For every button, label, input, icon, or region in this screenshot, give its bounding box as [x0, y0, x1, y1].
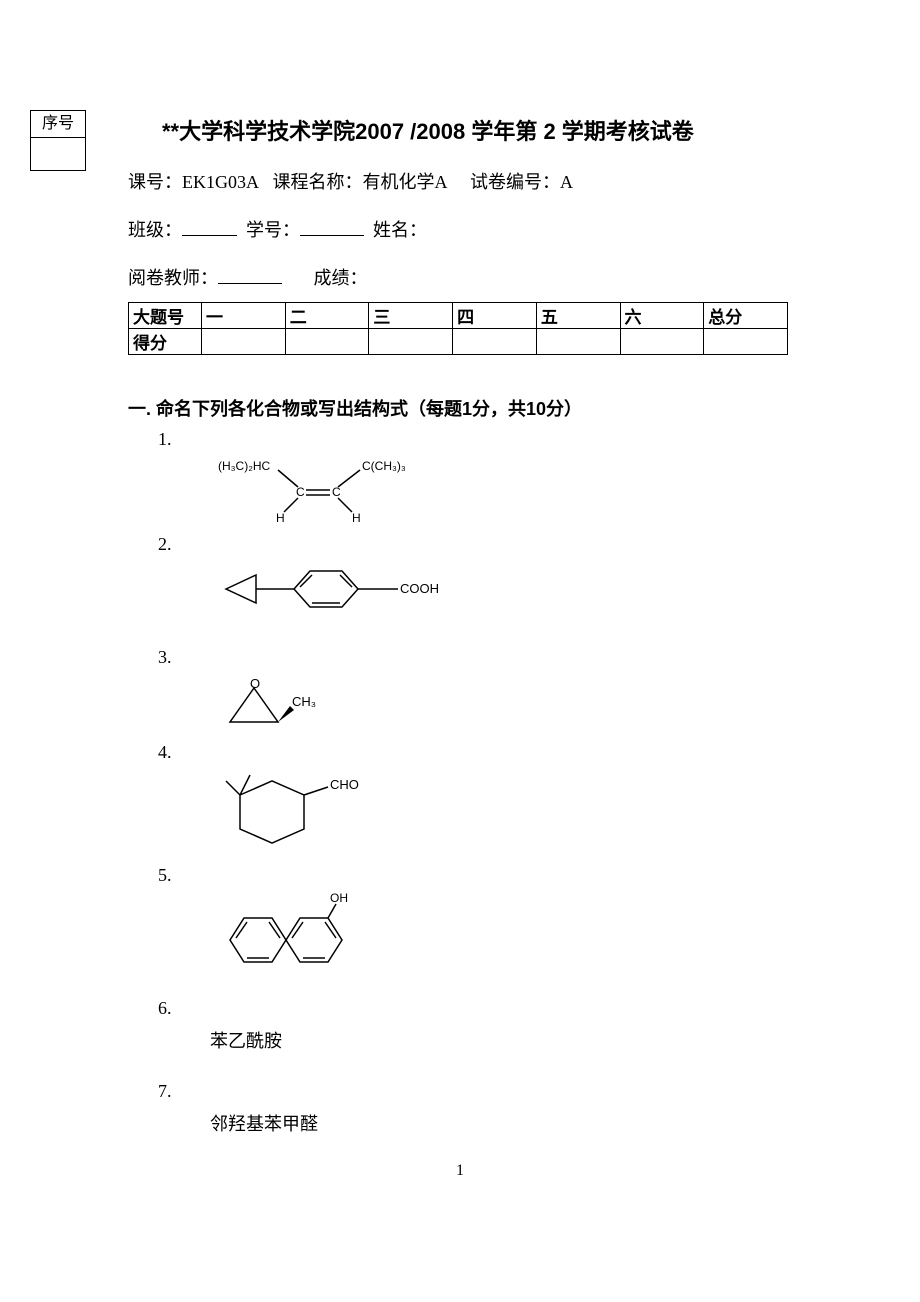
q5-structure: OH	[210, 890, 370, 990]
question-5: 5.	[158, 865, 800, 990]
scores-col-1: 一	[202, 303, 286, 329]
question-6-number: 6.	[158, 998, 800, 1019]
paper-no-value: A	[560, 172, 573, 193]
q1-label-bl: H	[276, 511, 285, 525]
question-7: 7. 邻羟基苯甲醛	[158, 1081, 800, 1136]
course-name-value: 有机化学A	[363, 168, 448, 194]
sequence-label: 序号	[31, 111, 85, 138]
question-3-body: O CH₃	[210, 672, 800, 734]
q1-structure: (H₃C)₂HC C(CH₃)₃ C C H H	[210, 454, 430, 526]
scores-table: 大题号 一 二 三 四 五 六 总分 得分	[128, 302, 788, 355]
q2-structure: COOH	[210, 559, 470, 639]
question-6: 6. 苯乙酰胺	[158, 998, 800, 1073]
q2-label-cooh: COOH	[400, 581, 439, 596]
page-title: **大学科学技术学院2007 /2008 学年第 2 学期考核试卷	[128, 0, 800, 146]
scores-col-2: 二	[285, 303, 369, 329]
question-4: 4. CHO	[158, 742, 800, 857]
student-name-label: 姓名：	[373, 216, 427, 242]
question-7-number: 7.	[158, 1081, 800, 1102]
scores-cell[interactable]	[704, 329, 788, 355]
q1-label-tl: (H₃C)₂HC	[218, 459, 271, 473]
score-label: 成绩：	[314, 264, 368, 290]
class-blank[interactable]	[182, 216, 237, 236]
scores-cell[interactable]	[453, 329, 537, 355]
scores-cell[interactable]	[536, 329, 620, 355]
scores-cell[interactable]	[285, 329, 369, 355]
spacer	[282, 268, 314, 289]
question-6-text: 苯乙酰胺	[210, 1031, 282, 1051]
q3-label-ch3: CH₃	[292, 694, 316, 709]
q1-label-cr: C	[332, 485, 341, 499]
question-2: 2.	[158, 534, 800, 639]
question-5-body: OH	[210, 890, 800, 990]
spacer	[448, 172, 471, 193]
grader-label: 阅卷教师：	[128, 264, 218, 290]
question-3-number: 3.	[158, 647, 800, 668]
q4-label-cho: CHO	[330, 777, 359, 792]
student-id-label: 学号：	[246, 216, 300, 242]
grader-line: 阅卷教师： 成绩：	[128, 264, 800, 290]
page-number: 1	[0, 1162, 920, 1210]
question-1-number: 1.	[158, 429, 800, 450]
q3-label-o: O	[250, 676, 260, 691]
question-5-number: 5.	[158, 865, 800, 886]
content-column: **大学科学技术学院2007 /2008 学年第 2 学期考核试卷 课号： EK…	[128, 0, 800, 1136]
question-7-body: 邻羟基苯甲醛	[210, 1106, 800, 1136]
student-id-blank[interactable]	[300, 216, 364, 236]
scores-cell[interactable]	[369, 329, 453, 355]
question-1: 1. (H₃C)₂HC C(CH₃)₃ C C	[158, 429, 800, 526]
question-2-body: COOH	[210, 559, 800, 639]
spacer	[237, 220, 246, 241]
course-name-label: 课程名称：	[273, 168, 363, 194]
q4-structure: CHO	[210, 767, 390, 857]
question-2-number: 2.	[158, 534, 800, 555]
scores-header-row: 大题号 一 二 三 四 五 六 总分	[129, 303, 788, 329]
q1-label-tr: C(CH₃)₃	[362, 459, 406, 473]
scores-cell[interactable]	[620, 329, 704, 355]
question-7-text: 邻羟基苯甲醛	[210, 1114, 318, 1134]
q5-label-oh: OH	[330, 891, 348, 905]
scores-row2-label: 得分	[129, 329, 202, 355]
scores-col-3: 三	[369, 303, 453, 329]
scores-cell[interactable]	[202, 329, 286, 355]
question-4-number: 4.	[158, 742, 800, 763]
scores-col-4: 四	[453, 303, 537, 329]
student-line: 班级： 学号： 姓名：	[128, 216, 800, 242]
q1-label-br: H	[352, 511, 361, 525]
q1-label-cl: C	[296, 485, 305, 499]
question-3: 3. O CH₃	[158, 647, 800, 734]
course-no-label: 课号：	[128, 168, 182, 194]
spacer	[364, 220, 373, 241]
question-1-body: (H₃C)₂HC C(CH₃)₃ C C H H	[210, 454, 800, 526]
page-root: 序号 **大学科学技术学院2007 /2008 学年第 2 学期考核试卷 课号：…	[0, 0, 920, 1210]
course-line: 课号： EK1G03A 课程名称： 有机化学A 试卷编号： A	[128, 168, 800, 194]
sequence-box: 序号	[30, 110, 86, 171]
scores-row1-label: 大题号	[129, 303, 202, 329]
paper-no-label: 试卷编号：	[470, 168, 560, 194]
sequence-blank	[31, 138, 85, 170]
spacer	[259, 172, 273, 193]
class-label: 班级：	[128, 216, 182, 242]
scores-col-5: 五	[536, 303, 620, 329]
question-4-body: CHO	[210, 767, 800, 857]
grader-blank[interactable]	[218, 264, 282, 284]
question-6-body: 苯乙酰胺	[210, 1023, 800, 1073]
scores-value-row: 得分	[129, 329, 788, 355]
course-no-value: EK1G03A	[182, 172, 259, 193]
scores-col-6: 六	[620, 303, 704, 329]
scores-col-7: 总分	[704, 303, 788, 329]
section-1-heading: 一. 命名下列各化合物或写出结构式（每题1分，共10分）	[128, 395, 800, 421]
q3-structure: O CH₃	[210, 672, 350, 734]
